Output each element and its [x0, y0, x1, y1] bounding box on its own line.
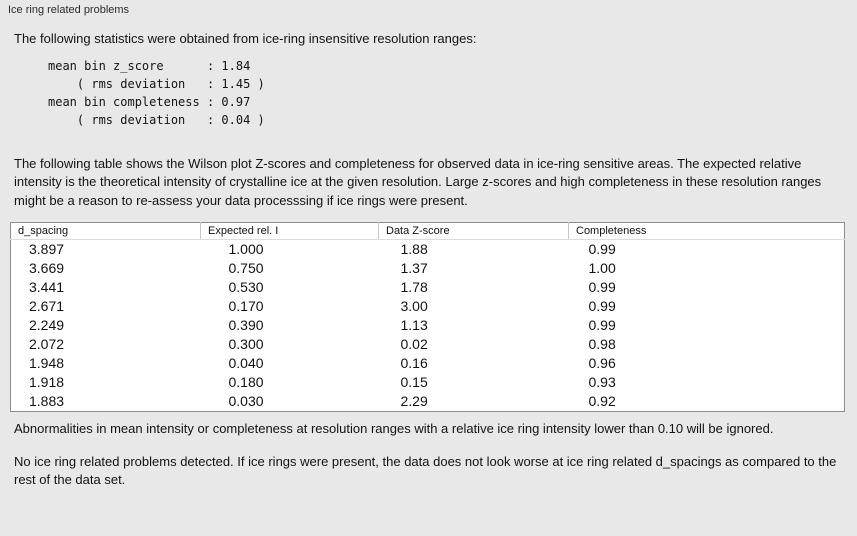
- cell-d-spacing: 3.669: [29, 260, 65, 276]
- panel-title: Ice ring related problems: [8, 4, 130, 16]
- cell-d-spacing: 2.249: [29, 317, 65, 333]
- cell-completeness: 0.98: [588, 336, 616, 352]
- table-row[interactable]: 2.072 0.300 0.02 0.98: [11, 335, 845, 354]
- cell-data-z-score: 1.78: [400, 279, 428, 295]
- conclusion-text: No ice ring related problems detected. I…: [14, 453, 837, 488]
- stats-block: mean bin z_score : 1.84 ( rms deviation …: [48, 58, 265, 127]
- cell-completeness: 0.99: [588, 279, 616, 295]
- cell-completeness: 0.99: [588, 317, 616, 333]
- intro-text: The following statistics were obtained f…: [14, 31, 477, 46]
- ice-ring-table: d_spacing Expected rel. I Data Z-score C…: [10, 222, 845, 412]
- cell-expected-rel-i: 0.180: [228, 374, 264, 390]
- panel-content: The following statistics were obtained f…: [0, 18, 857, 490]
- cell-data-z-score: 0.16: [400, 355, 428, 371]
- cell-data-z-score: 1.88: [400, 241, 428, 257]
- table-row[interactable]: 2.249 0.390 1.13 0.99: [11, 316, 845, 335]
- cell-expected-rel-i: 0.390: [228, 317, 264, 333]
- cell-d-spacing: 2.072: [29, 336, 65, 352]
- col-header-d-spacing[interactable]: d_spacing: [10, 222, 201, 240]
- cell-d-spacing: 1.918: [29, 374, 65, 390]
- cell-data-z-score: 3.00: [400, 298, 428, 314]
- cell-expected-rel-i: 0.750: [228, 260, 264, 276]
- cell-expected-rel-i: 0.030: [228, 393, 264, 409]
- table-row[interactable]: 3.897 1.000 1.88 0.99: [11, 240, 845, 260]
- cell-completeness: 0.92: [588, 393, 616, 409]
- cell-d-spacing: 2.671: [29, 298, 65, 314]
- cell-completeness: 0.99: [588, 298, 616, 314]
- table-row[interactable]: 1.883 0.030 2.29 0.92: [11, 392, 845, 412]
- table-header-row: d_spacing Expected rel. I Data Z-score C…: [10, 222, 845, 240]
- cell-data-z-score: 1.37: [400, 260, 428, 276]
- col-header-completeness[interactable]: Completeness: [568, 222, 845, 240]
- cell-d-spacing: 1.883: [29, 393, 65, 409]
- cell-completeness: 1.00: [588, 260, 616, 276]
- cell-expected-rel-i: 0.170: [228, 298, 264, 314]
- col-header-data-z-score[interactable]: Data Z-score: [378, 222, 569, 240]
- table-row[interactable]: 1.948 0.040 0.16 0.96: [11, 354, 845, 373]
- cell-expected-rel-i: 0.530: [228, 279, 264, 295]
- cell-d-spacing: 1.948: [29, 355, 65, 371]
- ignore-note: Abnormalities in mean intensity or compl…: [14, 421, 774, 436]
- cell-completeness: 0.96: [588, 355, 616, 371]
- cell-data-z-score: 0.15: [400, 374, 428, 390]
- cell-d-spacing: 3.897: [29, 241, 65, 257]
- cell-completeness: 0.93: [588, 374, 616, 390]
- cell-data-z-score: 2.29: [400, 393, 428, 409]
- table-row[interactable]: 2.671 0.170 3.00 0.99: [11, 297, 845, 316]
- table-row[interactable]: 3.441 0.530 1.78 0.99: [11, 278, 845, 297]
- cell-data-z-score: 0.02: [400, 336, 428, 352]
- cell-completeness: 0.99: [588, 241, 616, 257]
- cell-d-spacing: 3.441: [29, 279, 65, 295]
- ice-ring-panel: Ice ring related problems The following …: [0, 4, 857, 490]
- cell-expected-rel-i: 0.300: [228, 336, 264, 352]
- table-description: The following table shows the Wilson plo…: [14, 155, 822, 208]
- cell-expected-rel-i: 1.000: [228, 241, 264, 257]
- col-header-expected-rel-i[interactable]: Expected rel. I: [200, 222, 379, 240]
- table-row[interactable]: 3.669 0.750 1.37 1.00: [11, 259, 845, 278]
- table-row[interactable]: 1.918 0.180 0.15 0.93: [11, 373, 845, 392]
- cell-expected-rel-i: 0.040: [228, 355, 264, 371]
- cell-data-z-score: 1.13: [400, 317, 428, 333]
